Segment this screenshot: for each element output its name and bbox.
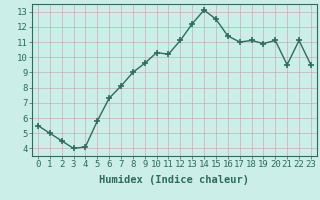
X-axis label: Humidex (Indice chaleur): Humidex (Indice chaleur) — [100, 175, 249, 185]
